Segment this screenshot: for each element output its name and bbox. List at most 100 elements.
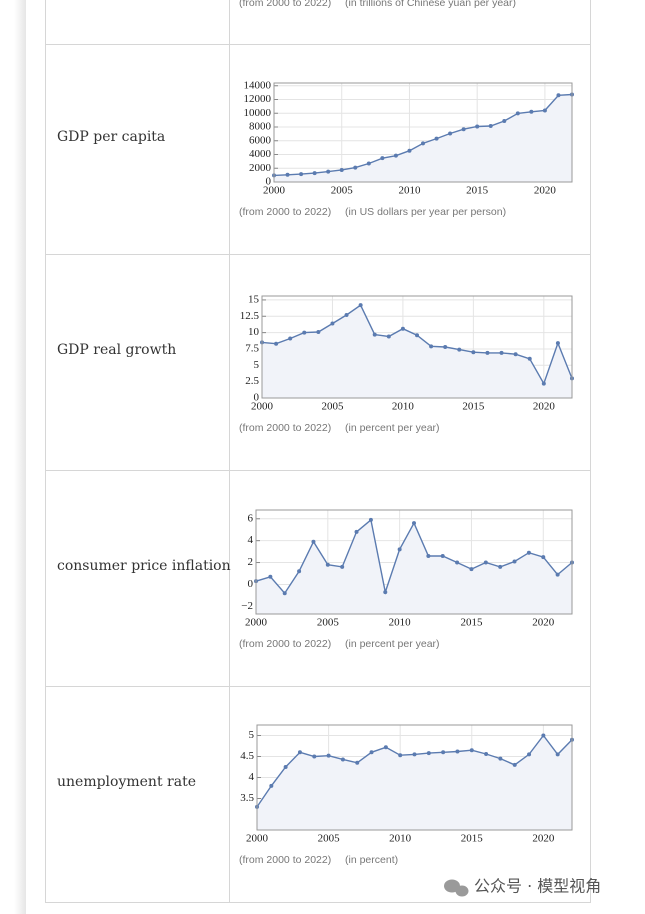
y-tick-label: 14000 bbox=[244, 79, 272, 91]
point bbox=[288, 336, 293, 341]
y-tick-label: 2.5 bbox=[245, 375, 259, 387]
y-tick-label: 3.5 bbox=[240, 792, 254, 804]
y-tick-label: 10 bbox=[248, 326, 260, 338]
point bbox=[282, 591, 287, 596]
point bbox=[526, 550, 531, 555]
point bbox=[340, 757, 345, 762]
point bbox=[412, 752, 417, 757]
point bbox=[386, 334, 391, 339]
range-note: (from 2000 to 2022) bbox=[239, 0, 331, 9]
x-tick-label: 2015 bbox=[466, 185, 489, 197]
x-tick-label: 2005 bbox=[331, 185, 354, 197]
point bbox=[484, 751, 489, 756]
x-tick-label: 2000 bbox=[246, 833, 269, 845]
y-tick-label: 6000 bbox=[249, 134, 272, 146]
point bbox=[429, 344, 434, 349]
point bbox=[475, 124, 480, 129]
point bbox=[443, 345, 448, 349]
point bbox=[400, 326, 405, 331]
point bbox=[440, 553, 445, 558]
unit-note: (in US dollars per year per person) bbox=[345, 206, 506, 218]
point bbox=[330, 321, 335, 326]
plot-frame bbox=[256, 724, 573, 831]
point bbox=[529, 109, 534, 114]
x-tick-label: 2010 bbox=[389, 833, 412, 845]
point bbox=[513, 352, 518, 357]
point bbox=[326, 169, 331, 174]
point bbox=[512, 559, 517, 564]
watermark: 公众号 · 模型视角 bbox=[474, 877, 601, 896]
y-tick-label: 8000 bbox=[249, 121, 272, 133]
point bbox=[555, 341, 560, 346]
point bbox=[441, 750, 446, 755]
y-tick-label: 5 bbox=[249, 729, 255, 741]
point bbox=[269, 783, 274, 788]
point bbox=[488, 123, 493, 128]
point bbox=[283, 765, 288, 769]
x-tick-label: 2000 bbox=[251, 401, 274, 413]
point bbox=[340, 564, 345, 569]
area bbox=[256, 519, 572, 614]
point bbox=[274, 341, 279, 346]
y-tick-label: 7.5 bbox=[245, 342, 259, 354]
point bbox=[368, 517, 373, 522]
x-tick-label: 2020 bbox=[533, 401, 556, 413]
row-label: GDP per capita bbox=[57, 129, 165, 145]
point bbox=[325, 562, 330, 567]
point bbox=[339, 167, 344, 172]
point bbox=[498, 564, 503, 569]
x-tick-label: 2010 bbox=[392, 401, 415, 413]
plot-frame bbox=[261, 295, 573, 399]
page-shadow bbox=[14, 0, 26, 914]
point bbox=[502, 118, 507, 123]
y-tick-label: 4000 bbox=[249, 148, 272, 160]
point bbox=[407, 148, 412, 153]
point bbox=[527, 752, 532, 757]
point bbox=[461, 127, 466, 132]
point bbox=[383, 590, 388, 595]
y-tick-label: 0 bbox=[254, 392, 260, 404]
area bbox=[274, 94, 572, 182]
point bbox=[434, 136, 439, 141]
y-tick-label: 4.5 bbox=[240, 750, 254, 762]
x-tick-label: 2020 bbox=[534, 185, 557, 197]
point bbox=[541, 381, 546, 386]
point bbox=[353, 165, 358, 170]
unit-note: (in percent per year) bbox=[345, 638, 440, 650]
point bbox=[555, 572, 560, 577]
range-note: (from 2000 to 2022) bbox=[239, 206, 331, 218]
unit-note: (in percent) bbox=[345, 854, 398, 866]
point bbox=[555, 752, 560, 757]
x-tick-label: 2000 bbox=[245, 617, 268, 629]
point bbox=[541, 555, 546, 560]
point bbox=[344, 312, 349, 317]
y-tick-label: 0 bbox=[248, 578, 254, 590]
x-tick-label: 2015 bbox=[461, 833, 484, 845]
point bbox=[421, 141, 425, 146]
point bbox=[512, 762, 517, 767]
point bbox=[358, 303, 363, 308]
point bbox=[542, 108, 547, 113]
y-tick-label: 4 bbox=[248, 534, 254, 546]
point bbox=[398, 753, 403, 758]
point bbox=[556, 93, 561, 98]
range-note: (from 2000 to 2022) bbox=[239, 422, 331, 434]
x-tick-label: 2020 bbox=[532, 833, 555, 845]
point bbox=[455, 560, 460, 565]
point bbox=[297, 569, 302, 574]
point bbox=[366, 161, 371, 166]
point bbox=[393, 153, 398, 158]
x-tick-label: 2000 bbox=[263, 185, 286, 197]
point bbox=[354, 529, 359, 534]
y-tick-label: 10000 bbox=[244, 107, 272, 119]
point bbox=[302, 330, 307, 335]
point bbox=[499, 350, 504, 355]
y-tick-label: 12000 bbox=[244, 93, 272, 105]
point bbox=[297, 750, 302, 755]
point bbox=[311, 539, 316, 544]
point bbox=[498, 756, 503, 761]
point bbox=[316, 329, 321, 334]
unit-note: (in trillions of Chinese yuan per year) bbox=[345, 0, 516, 9]
point bbox=[326, 753, 331, 758]
